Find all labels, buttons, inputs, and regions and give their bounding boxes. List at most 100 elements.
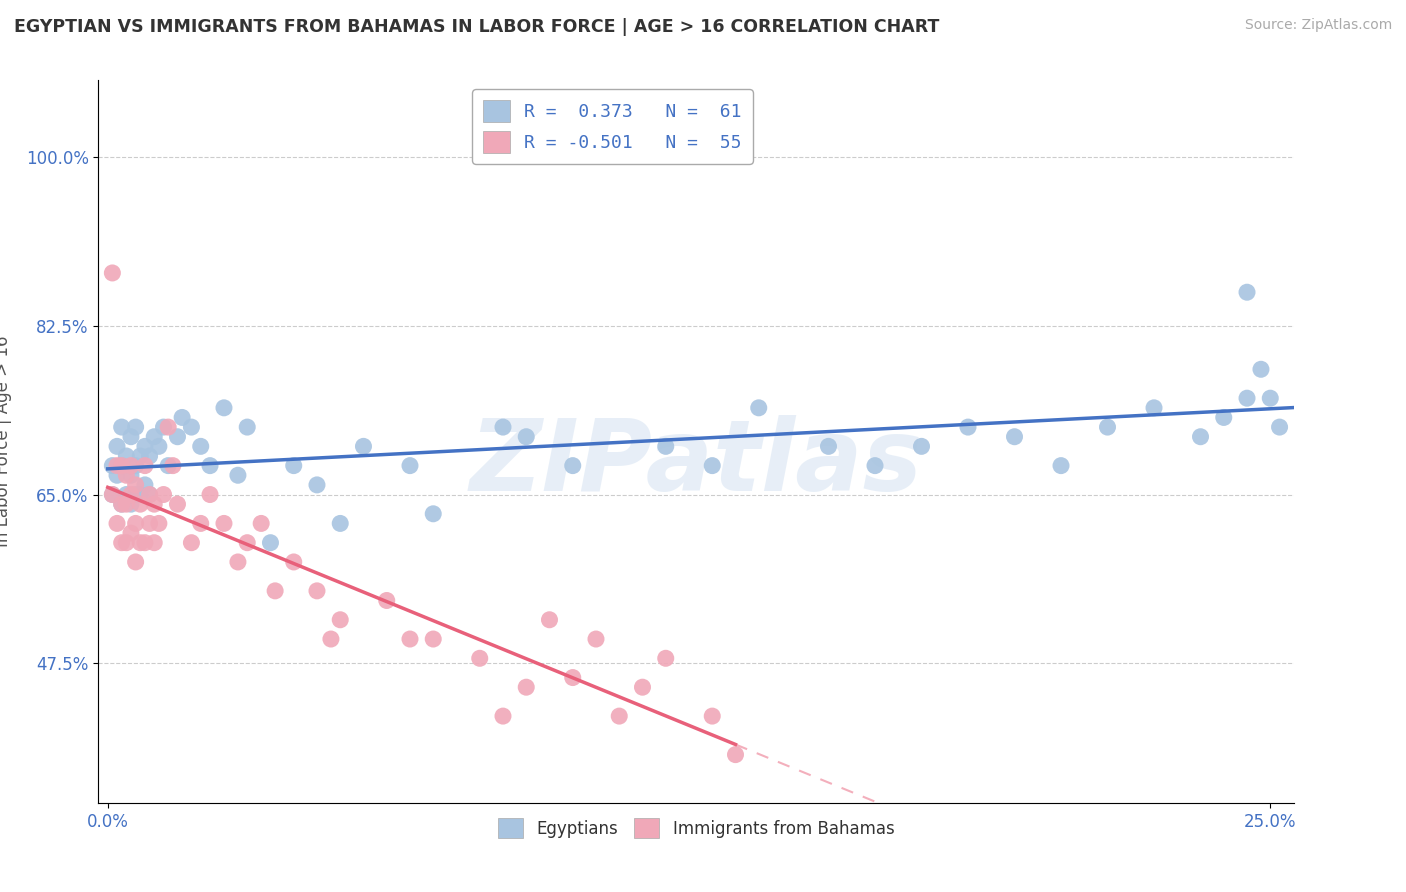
Point: [1268, 420, 1291, 434]
Y-axis label: In Labor Force | Age > 16: In Labor Force | Age > 16: [0, 335, 11, 548]
Point: [212, 401, 235, 415]
Point: [1143, 401, 1166, 415]
Point: [492, 709, 515, 723]
Point: [399, 632, 422, 646]
Point: [180, 420, 202, 434]
Point: [124, 487, 146, 501]
Point: [956, 420, 979, 434]
Point: [1250, 362, 1272, 376]
Point: [468, 651, 491, 665]
Point: [120, 468, 142, 483]
Point: [515, 680, 537, 694]
Point: [115, 487, 138, 501]
Point: [138, 449, 160, 463]
Point: [212, 516, 235, 531]
Point: [105, 516, 128, 531]
Point: [115, 449, 138, 463]
Point: [283, 555, 305, 569]
Point: [305, 478, 328, 492]
Point: [134, 478, 156, 492]
Point: [105, 468, 128, 483]
Point: [162, 458, 184, 473]
Point: [748, 401, 770, 415]
Point: [143, 497, 166, 511]
Point: [1212, 410, 1234, 425]
Point: [143, 430, 166, 444]
Point: [910, 439, 932, 453]
Point: [561, 671, 583, 685]
Point: [236, 535, 259, 549]
Point: [120, 458, 142, 473]
Point: [134, 439, 156, 453]
Point: [236, 420, 259, 434]
Point: [329, 613, 352, 627]
Point: [198, 458, 221, 473]
Point: [138, 487, 160, 501]
Point: [190, 516, 212, 531]
Point: [422, 632, 444, 646]
Point: [515, 430, 537, 444]
Point: [329, 516, 352, 531]
Point: [655, 439, 678, 453]
Point: [1050, 458, 1073, 473]
Point: [111, 458, 134, 473]
Point: [305, 583, 328, 598]
Point: [1258, 391, 1281, 405]
Point: [101, 266, 124, 280]
Point: [190, 439, 212, 453]
Point: [120, 526, 142, 541]
Point: [124, 478, 146, 492]
Point: [422, 507, 444, 521]
Point: [111, 420, 134, 434]
Point: [138, 516, 160, 531]
Point: [226, 468, 249, 483]
Text: ZIPatlas: ZIPatlas: [470, 415, 922, 512]
Point: [111, 497, 134, 511]
Point: [101, 487, 124, 501]
Legend: Egyptians, Immigrants from Bahamas: Egyptians, Immigrants from Bahamas: [491, 812, 901, 845]
Point: [138, 487, 160, 501]
Point: [1236, 391, 1258, 405]
Point: [115, 468, 138, 483]
Point: [702, 709, 724, 723]
Point: [399, 458, 422, 473]
Point: [259, 535, 281, 549]
Point: [111, 458, 134, 473]
Point: [226, 555, 249, 569]
Point: [702, 458, 724, 473]
Point: [157, 458, 180, 473]
Point: [111, 497, 134, 511]
Point: [120, 497, 142, 511]
Point: [1097, 420, 1119, 434]
Point: [101, 458, 124, 473]
Point: [124, 458, 146, 473]
Point: [115, 497, 138, 511]
Point: [375, 593, 398, 607]
Point: [124, 516, 146, 531]
Point: [172, 410, 194, 425]
Point: [129, 449, 152, 463]
Point: [166, 497, 188, 511]
Point: [152, 420, 174, 434]
Point: [1004, 430, 1026, 444]
Point: [655, 651, 678, 665]
Point: [143, 535, 166, 549]
Point: [120, 430, 142, 444]
Point: [101, 487, 124, 501]
Point: [319, 632, 342, 646]
Point: [492, 420, 515, 434]
Point: [198, 487, 221, 501]
Text: Source: ZipAtlas.com: Source: ZipAtlas.com: [1244, 18, 1392, 32]
Point: [607, 709, 630, 723]
Point: [180, 535, 202, 549]
Point: [283, 458, 305, 473]
Point: [561, 458, 583, 473]
Point: [250, 516, 273, 531]
Point: [148, 516, 170, 531]
Point: [120, 487, 142, 501]
Point: [134, 458, 156, 473]
Point: [817, 439, 839, 453]
Point: [1189, 430, 1212, 444]
Point: [129, 535, 152, 549]
Point: [134, 535, 156, 549]
